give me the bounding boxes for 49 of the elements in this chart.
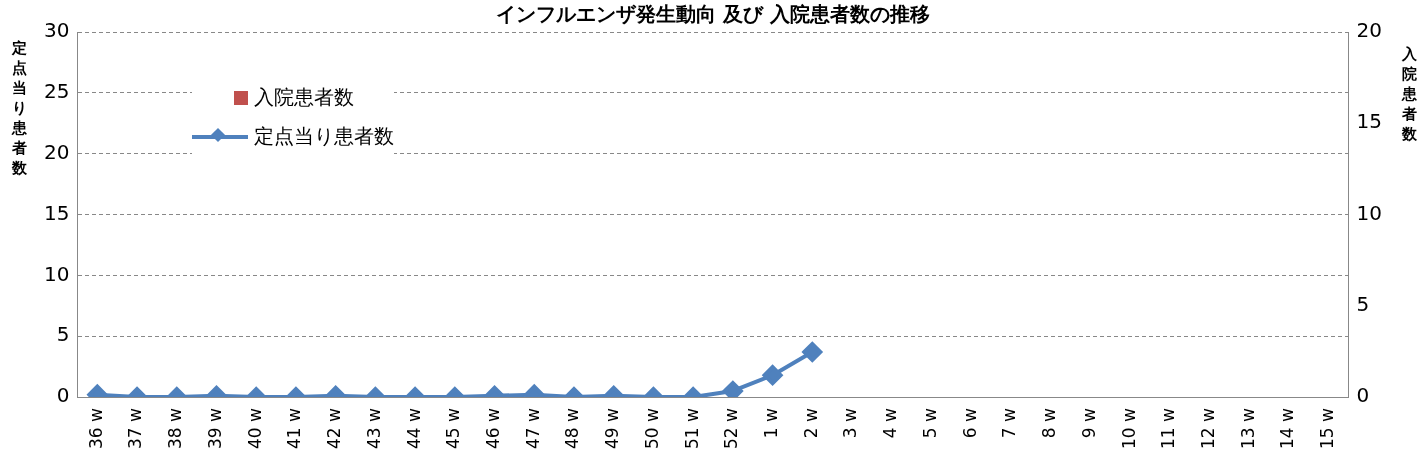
y-tick-label: 15	[44, 200, 70, 225]
y2-tick-label: 10	[1356, 200, 1382, 225]
x-tick-label: 2 w	[800, 407, 821, 439]
x-tick-label: 10 w	[1118, 407, 1139, 450]
x-tick-label: 9 w	[1078, 407, 1099, 439]
x-tick-label: 36 w	[85, 407, 106, 450]
x-tick-label: 49 w	[602, 407, 623, 450]
x-tick-label: 51 w	[681, 407, 702, 450]
y-axis-title: 定点当り患者数	[10, 38, 28, 178]
x-tick-label: 39 w	[204, 407, 225, 450]
x-tick-label: 46 w	[482, 407, 503, 450]
x-tick-label: 13 w	[1237, 407, 1258, 450]
x-tick-label: 41 w	[284, 407, 305, 450]
x-tick-label: 8 w	[1039, 407, 1060, 439]
x-tick-label: 38 w	[165, 407, 186, 450]
x-tick-label: 40 w	[244, 407, 265, 450]
x-tick-label: 52 w	[721, 407, 742, 450]
y-tick-label: 25	[44, 79, 70, 104]
y-tick-label: 20	[44, 139, 70, 164]
y2-axis-title: 入院患者数	[1400, 44, 1418, 144]
x-tick-label: 47 w	[522, 407, 543, 450]
y-tick-label: 0	[56, 383, 70, 408]
x-tick-label: 4 w	[880, 407, 901, 439]
chart-title: インフルエンザ発生動向 及び 入院患者数の推移	[496, 2, 930, 27]
y-tick-label: 10	[44, 261, 70, 286]
x-tick-label: 15 w	[1317, 407, 1338, 450]
x-tick-label: 11 w	[1158, 407, 1179, 450]
y2-tick-label: 15	[1356, 109, 1382, 134]
x-tick-label: 3 w	[840, 407, 861, 439]
x-tick-label: 43 w	[363, 407, 384, 450]
y2-tick-label: 20	[1356, 18, 1382, 43]
x-tick-label: 5 w	[919, 407, 940, 439]
x-tick-label: 12 w	[1197, 407, 1218, 450]
x-tick-label: 50 w	[641, 407, 662, 450]
x-tick-label: 37 w	[125, 407, 146, 450]
x-tick-label: 7 w	[999, 407, 1020, 439]
x-tick-label: 45 w	[443, 407, 464, 450]
x-tick-label: 14 w	[1277, 407, 1298, 450]
x-tick-label: 48 w	[562, 407, 583, 450]
x-tick-label: 42 w	[324, 407, 345, 450]
y-tick-label: 30	[44, 18, 70, 43]
y2-tick-label: 5	[1356, 292, 1370, 316]
x-tick-label: 6 w	[959, 407, 980, 439]
legend-label: 定点当り患者数	[254, 123, 395, 150]
x-tick-label: 1 w	[761, 407, 781, 439]
y2-tick-label: 0	[1356, 383, 1370, 408]
x-tick-label: 44 w	[403, 407, 424, 450]
y-tick-label: 5	[56, 322, 70, 347]
legend-label: 入院患者数	[254, 84, 355, 111]
